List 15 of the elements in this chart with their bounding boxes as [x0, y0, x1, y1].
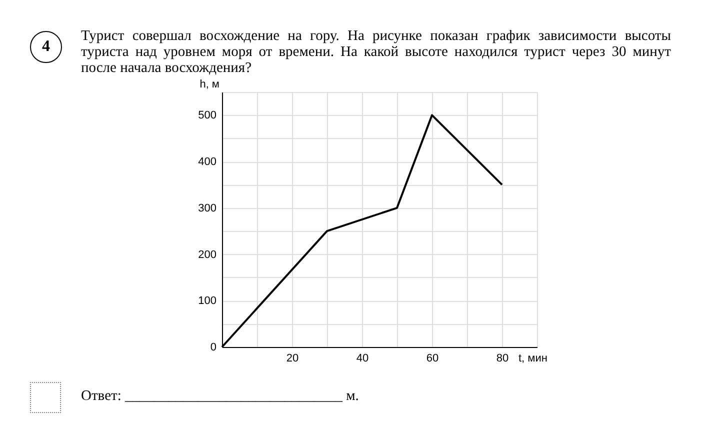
x-tick-label: 80: [496, 352, 509, 364]
x-tick-label: 40: [356, 352, 369, 364]
text: Ответ: ______________________________ м.: [81, 388, 359, 405]
x-tick-label: 20: [286, 352, 299, 364]
y-tick-label: 300: [198, 202, 216, 214]
y-axis-title: h, м: [200, 78, 220, 90]
y-tick-label: 500: [198, 110, 216, 122]
x-axis-title: t, мин: [518, 352, 548, 364]
x-tick-label: 60: [426, 352, 439, 364]
y-tick-label: 0: [210, 342, 216, 354]
y-tick-label: 200: [198, 248, 216, 261]
y-tick-label: 400: [198, 156, 216, 168]
y-tick-label: 100: [198, 295, 216, 308]
chart-title: Турист совершал восхождение на гору. На рисунке показан график зависимости высоты туриста над уровнем моря от времени. На какой высоте находился турист через 30 минут после начала восхождения?: [81, 28, 671, 76]
text: 4: [30, 31, 62, 63]
